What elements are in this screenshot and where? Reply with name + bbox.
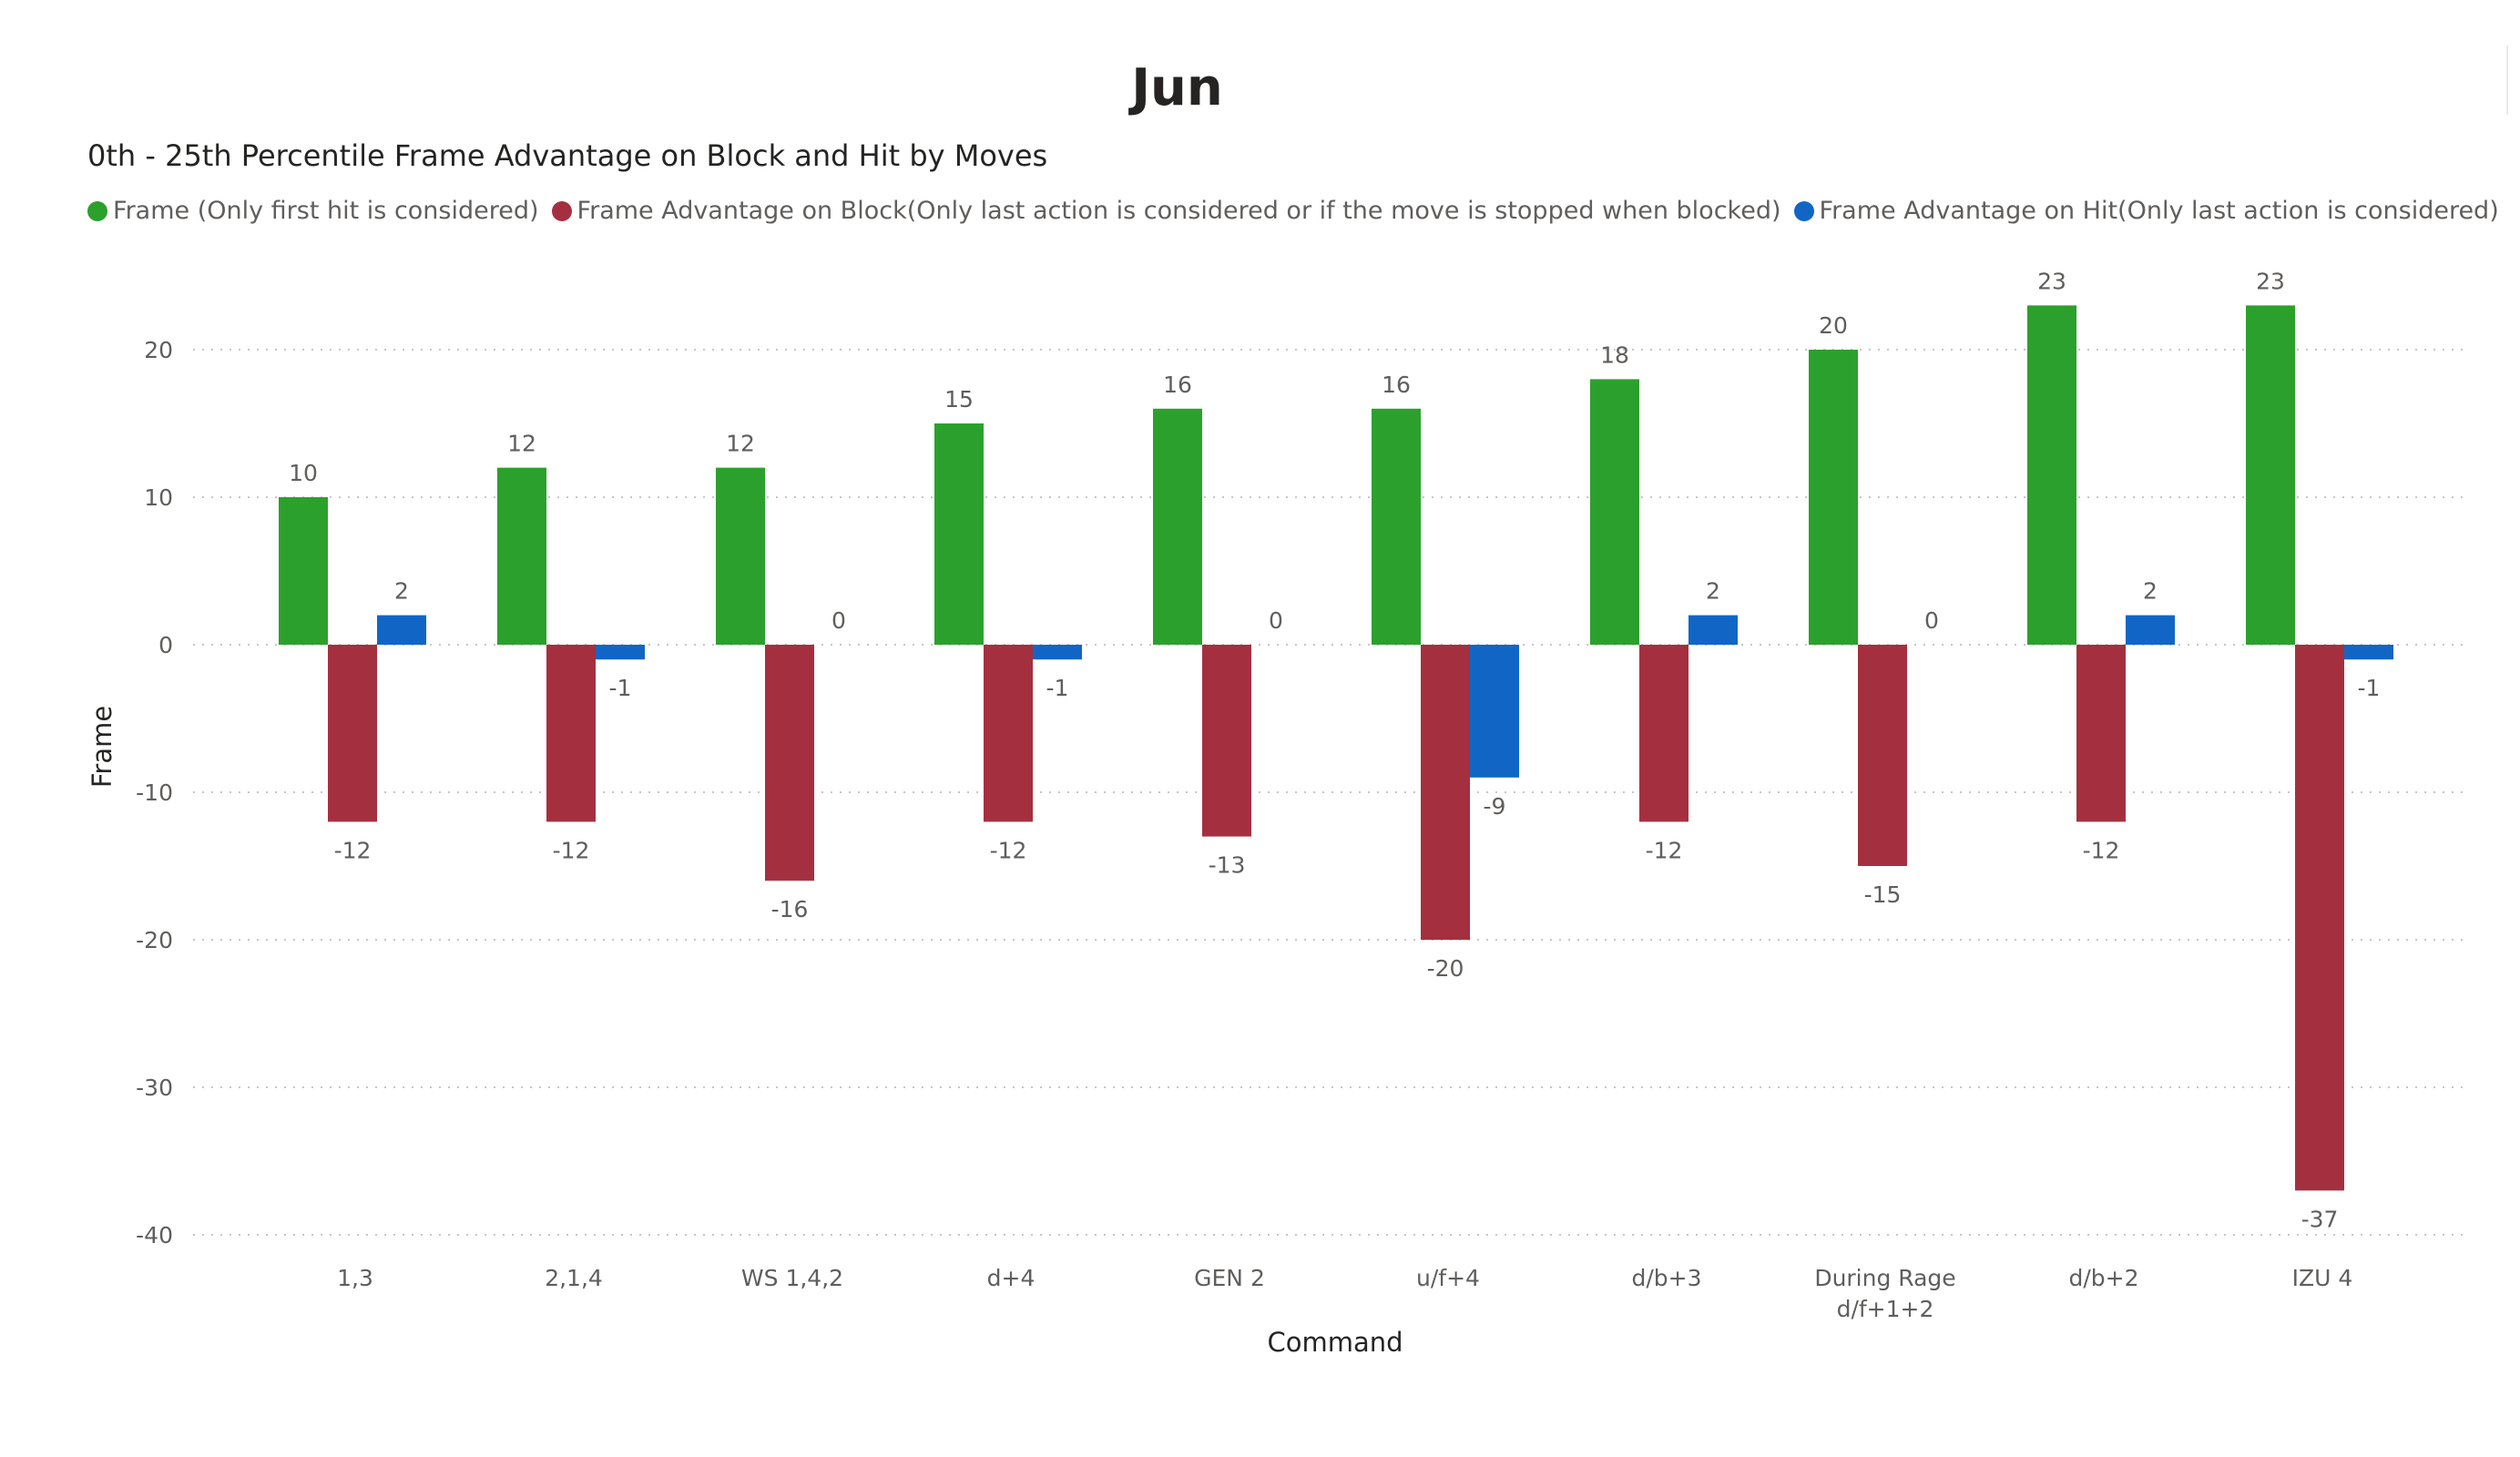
bar [2246, 305, 2295, 645]
page-title: Jun [1131, 58, 1223, 117]
data-label: 15 [944, 386, 974, 413]
y-tick-label: 10 [144, 484, 173, 511]
data-label: -20 [1427, 955, 1464, 982]
legend-label: Frame Advantage on Hit(Only last action … [1819, 197, 2499, 225]
bar [1809, 350, 1858, 645]
bar [1470, 645, 1519, 778]
legend-item-block[interactable]: Frame Advantage on Block(Only last actio… [551, 197, 1781, 225]
bar [984, 645, 1033, 822]
data-label: -9 [1484, 793, 1506, 820]
legend-label: Frame (Only first hit is considered) [113, 197, 539, 225]
gridlines [193, 349, 2470, 1236]
bar [377, 615, 426, 645]
bar [1858, 645, 1907, 866]
data-labels: 10-12212-12-112-16015-12-116-13016-20-91… [289, 268, 2380, 1232]
x-tick-label: u/f+4 [1416, 1265, 1480, 1291]
y-tick-label: -30 [136, 1075, 173, 1101]
bar [2027, 305, 2076, 645]
x-tick-label: During Rage [1814, 1265, 1955, 1291]
y-axis-title: Frame [87, 706, 117, 788]
bar [2126, 615, 2175, 645]
bar [546, 645, 596, 822]
data-label: -12 [2083, 837, 2120, 863]
legend-dot-icon [1793, 200, 1814, 221]
data-label: 20 [1819, 312, 1848, 339]
bars [279, 305, 2393, 1191]
legend-label: Frame Advantage on Block(Only last actio… [576, 197, 1781, 225]
bar [765, 645, 814, 881]
data-label: -1 [609, 675, 632, 701]
x-tick-label: d+4 [987, 1265, 1036, 1291]
x-tick-label: WS 1,4,2 [741, 1265, 843, 1291]
bar [2344, 645, 2393, 660]
data-label: -15 [1864, 881, 1902, 908]
visual-border [2506, 46, 2508, 115]
bar [596, 645, 645, 660]
y-tick-label: -10 [136, 779, 173, 806]
x-tick-label: d/b+2 [2068, 1265, 2138, 1291]
legend-item-hit[interactable]: Frame Advantage on Hit(Only last action … [1793, 197, 2499, 225]
bar [1421, 645, 1470, 940]
data-label: -1 [1046, 675, 1069, 701]
data-label: 12 [507, 431, 536, 457]
data-label: -12 [1646, 837, 1683, 863]
data-label: 0 [1269, 607, 1283, 634]
bar [328, 645, 377, 822]
legend: Frame (Only first hit is considered) Fra… [87, 197, 2512, 225]
data-label: -16 [771, 896, 809, 922]
bar [497, 467, 546, 645]
y-tick-label: 20 [144, 337, 173, 363]
data-label: 10 [289, 460, 318, 486]
x-tick-label: IZU 4 [2292, 1265, 2353, 1291]
data-label: 2 [2143, 578, 2158, 605]
bar [934, 423, 984, 645]
legend-dot-icon [551, 200, 572, 221]
data-label: 12 [726, 431, 755, 457]
data-label: -12 [334, 837, 372, 863]
data-label: 18 [1600, 341, 1629, 368]
bar [1033, 645, 1082, 660]
bar [1153, 408, 1202, 645]
bar [1590, 379, 1639, 645]
y-tick-label: 0 [158, 632, 173, 658]
x-tick-label: 2,1,4 [545, 1265, 603, 1291]
y-axis: 20 10 0 -10 -20 -30 -40 [136, 337, 173, 1248]
bar [1689, 615, 1738, 645]
data-label: 0 [1924, 607, 1939, 634]
legend-item-frame[interactable]: Frame (Only first hit is considered) [87, 197, 539, 225]
bar [716, 467, 765, 645]
x-axis: 1,3 2,1,4 WS 1,4,2 d+4 GEN 2 u/f+4 d/b+3 During… [337, 1265, 2352, 1322]
data-label: -37 [2301, 1206, 2339, 1232]
data-label: -12 [553, 837, 590, 863]
chart-title: 0th - 25th Percentile Frame Advantage on… [87, 138, 1048, 173]
legend-dot-icon [87, 200, 107, 221]
x-tick-label: d/b+3 [1631, 1265, 1701, 1291]
bar [1202, 645, 1251, 837]
data-label: 23 [2037, 268, 2066, 294]
x-tick-label: GEN 2 [1194, 1265, 1265, 1291]
data-label: 23 [2256, 268, 2285, 294]
bar [2076, 645, 2126, 822]
bar [1372, 408, 1421, 645]
data-label: -12 [990, 837, 1027, 863]
data-label: -13 [1209, 852, 1246, 879]
x-tick-label: 1,3 [337, 1265, 373, 1291]
data-label: -1 [2358, 675, 2381, 701]
data-label: 0 [831, 607, 846, 634]
data-label: 2 [1706, 578, 1720, 605]
bar [1639, 645, 1689, 822]
bar [279, 497, 328, 645]
bar [2295, 645, 2344, 1191]
y-tick-label: -20 [136, 927, 173, 953]
data-label: 16 [1382, 372, 1411, 398]
data-label: 2 [394, 578, 409, 605]
y-tick-label: -40 [136, 1222, 173, 1248]
data-label: 16 [1163, 372, 1192, 398]
x-axis-title: Command [1267, 1327, 1403, 1358]
x-tick-label: d/f+1+2 [1837, 1296, 1934, 1322]
